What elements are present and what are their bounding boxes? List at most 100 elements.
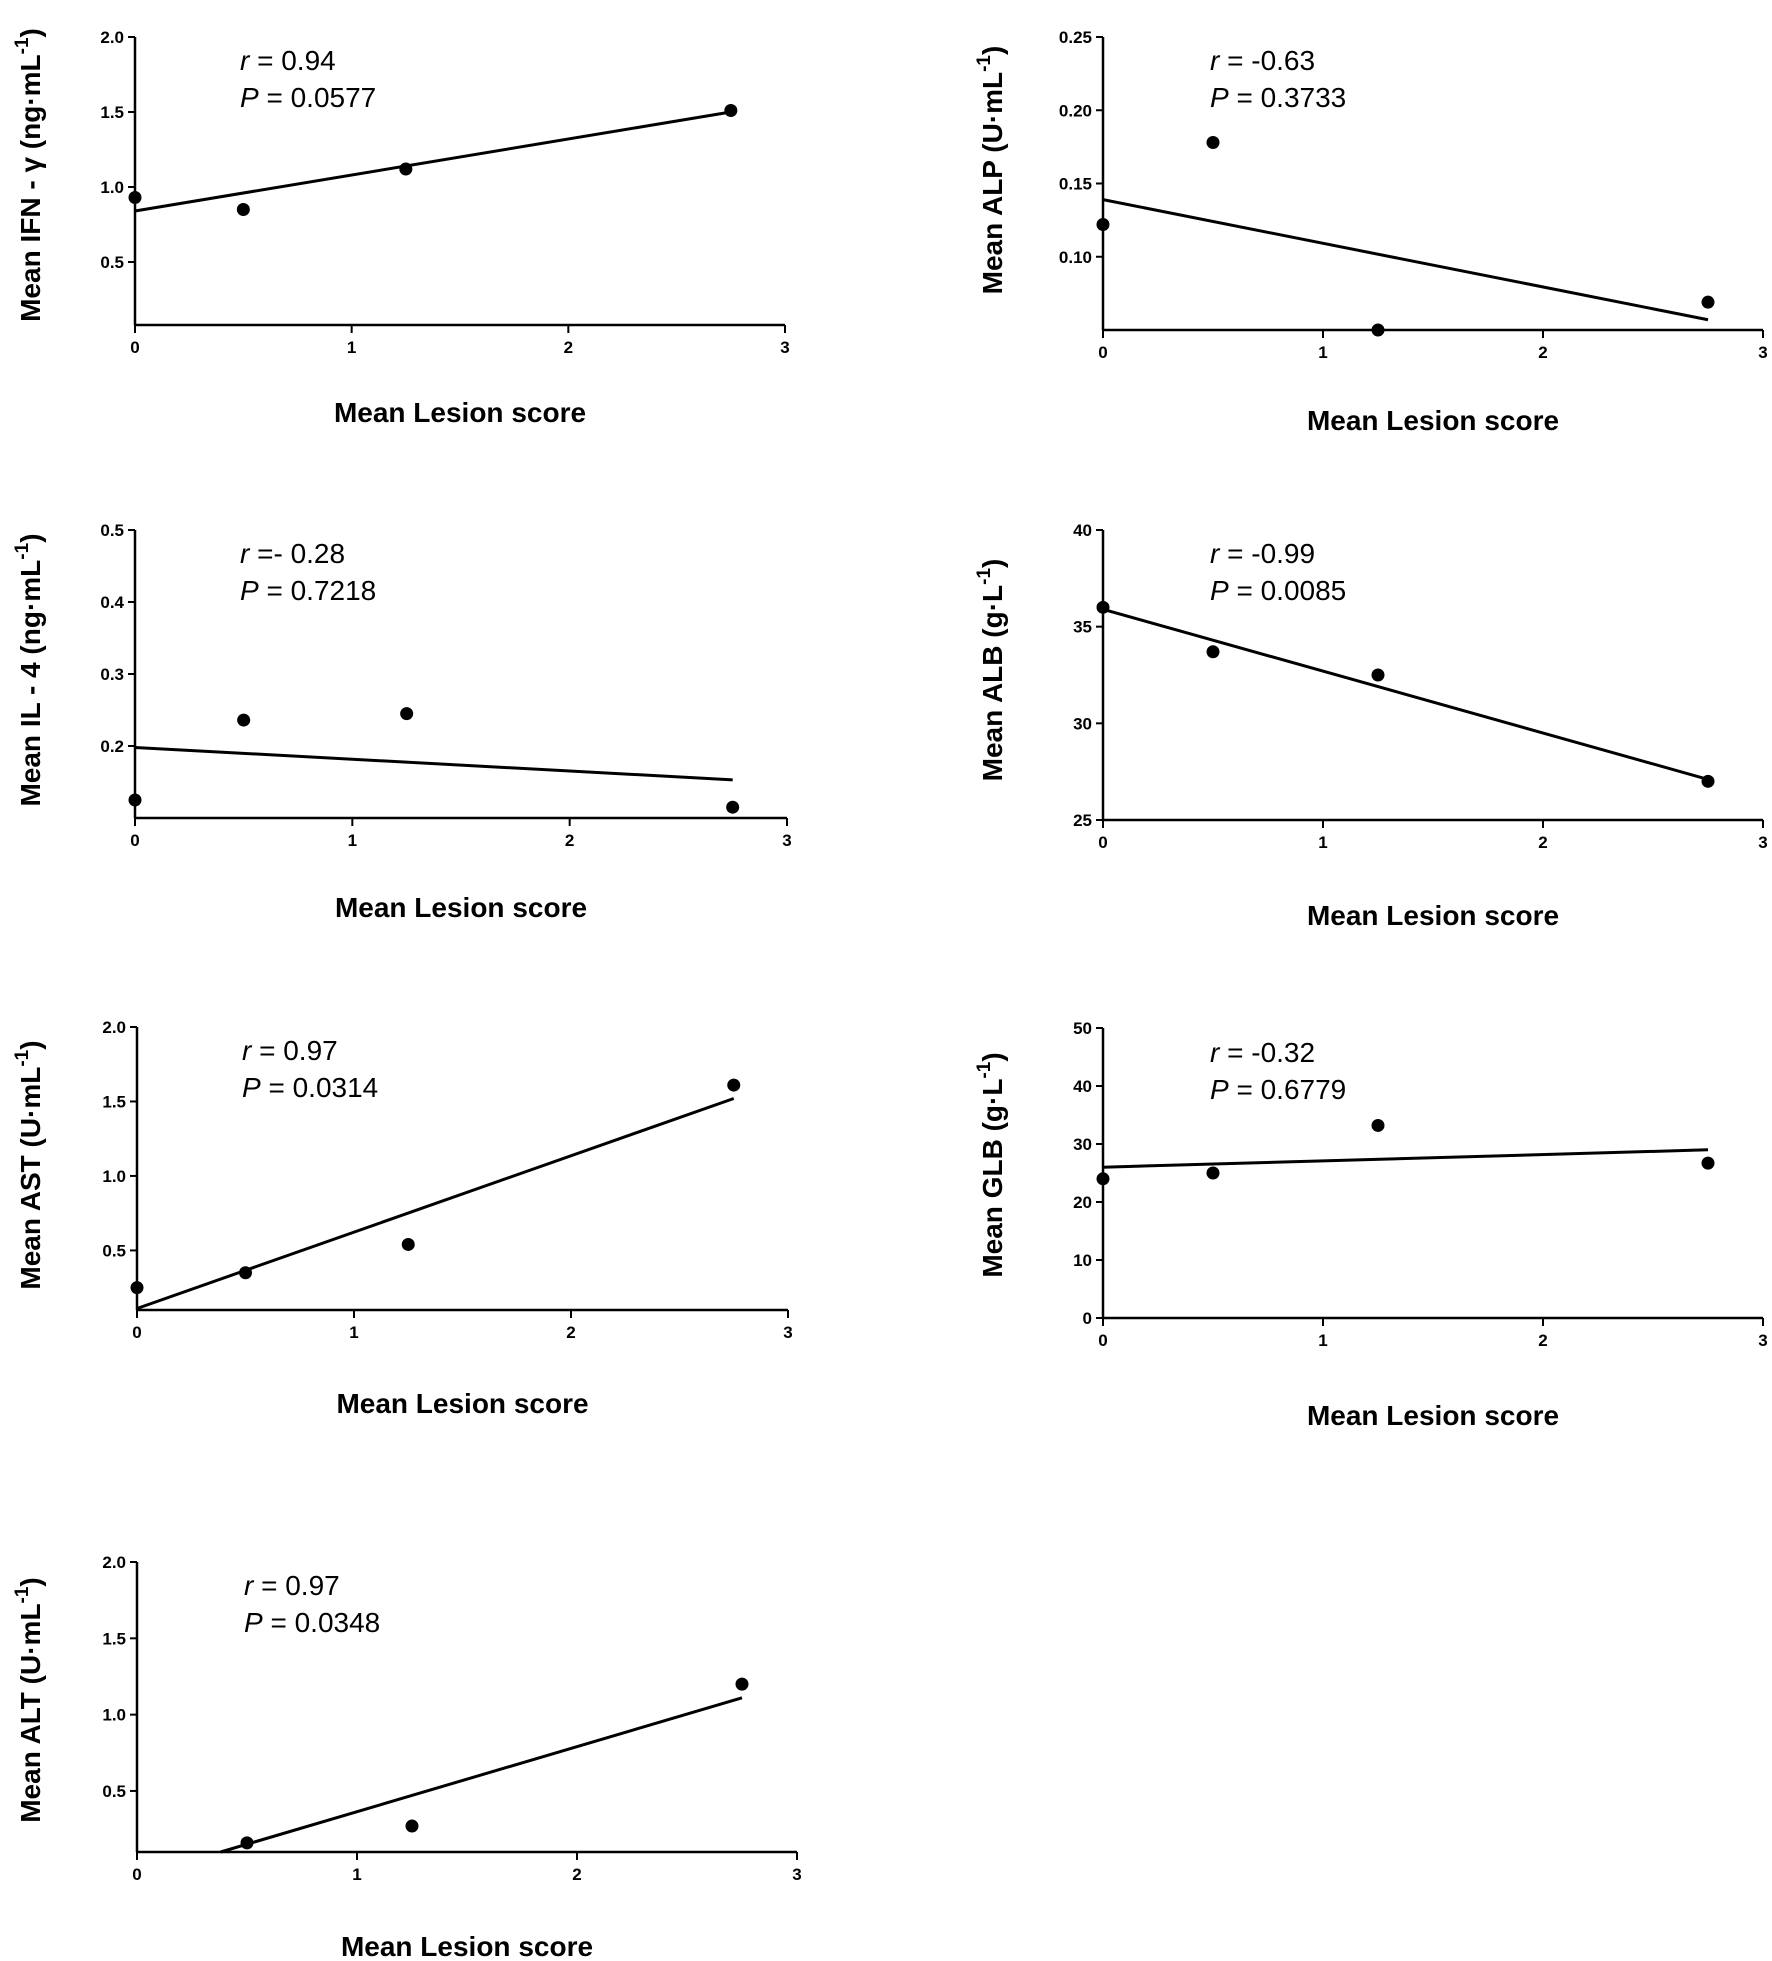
y-tick-label: 2.0 xyxy=(102,1018,126,1037)
stat-p-symbol: P xyxy=(240,575,259,606)
y-tick-label: 0.5 xyxy=(102,1782,126,1801)
x-tick-label: 0 xyxy=(1098,833,1107,852)
y-axis-title-superscript: -1 xyxy=(974,55,995,72)
data-point xyxy=(1206,1166,1220,1180)
y-tick-label: 0.10 xyxy=(1059,248,1092,267)
stat-p-value: = 0.7218 xyxy=(259,575,377,606)
y-tick-label: 35 xyxy=(1073,618,1092,637)
chart-ifn: 0.5 1.0 1.5 2.0 0 1 2 3 Mean Lesion score Mean IF… xyxy=(12,28,790,428)
y-tick-label: 40 xyxy=(1073,1077,1092,1096)
regression-line xyxy=(1102,198,1709,322)
y-tick-label: 0.5 xyxy=(102,1241,126,1260)
y-axis-title: Mean ALB (g·L-1) xyxy=(974,559,1008,782)
y-axis-title-superscript: -1 xyxy=(12,1586,33,1603)
y-tick-label: 1.5 xyxy=(102,1629,126,1648)
data-point xyxy=(239,1266,252,1280)
data-point xyxy=(1371,1118,1385,1132)
y-axis-title-main: Mean ALB (g·L xyxy=(977,585,1008,782)
x-tick-label: 3 xyxy=(1758,1331,1767,1350)
y-axis-title-superscript: -1 xyxy=(12,37,33,54)
stat-p: P = 0.0314 xyxy=(242,1072,378,1103)
stat-r: r = -0.63 xyxy=(1210,45,1315,76)
y-axis-title-close: ) xyxy=(15,28,46,37)
x-tick-label: 0 xyxy=(132,1323,141,1342)
y-axis-title: Mean ALT (U·mL-1) xyxy=(12,1577,46,1823)
x-tick-label: 1 xyxy=(1318,1331,1327,1350)
x-axis-title: Mean Lesion score xyxy=(1307,900,1559,931)
chart-il4: 0.2 0.3 0.4 0.5 0 1 2 3 Mean Lesion score Mean IL… xyxy=(12,521,792,923)
x-tick-label: 1 xyxy=(1318,343,1327,362)
y-tick-label: 50 xyxy=(1073,1019,1092,1038)
x-axis-title: Mean Lesion score xyxy=(1307,405,1559,436)
x-tick-label: 0 xyxy=(130,831,139,850)
regression-line xyxy=(220,1696,743,1854)
y-tick-label: 30 xyxy=(1073,1135,1092,1154)
stat-r: r = -0.99 xyxy=(1210,538,1315,569)
y-axis-title: Mean AST (U·mL-1) xyxy=(12,1040,46,1289)
y-axis-title-close: ) xyxy=(15,1040,46,1049)
y-axis-title-close: ) xyxy=(15,533,46,542)
y-tick-label: 40 xyxy=(1073,521,1092,540)
x-axis-title: Mean Lesion score xyxy=(341,1931,593,1961)
stat-p: P = 0.0577 xyxy=(240,82,376,113)
stat-r: r = 0.97 xyxy=(244,1570,340,1601)
chart-ast: 0.5 1.0 1.5 2.0 0 1 2 3 Mean Lesion score Mean AS… xyxy=(12,1018,793,1419)
regression-line xyxy=(134,745,733,782)
stat-r: r = -0.32 xyxy=(1210,1037,1315,1068)
y-tick-label: 25 xyxy=(1073,811,1092,830)
regression-line xyxy=(136,1097,735,1310)
stat-r-value: =- 0.28 xyxy=(249,538,345,569)
stat-p-value: = 0.0577 xyxy=(259,82,377,113)
x-tick-label: 0 xyxy=(132,1865,141,1884)
y-axis-title-superscript: -1 xyxy=(974,568,995,585)
data-point xyxy=(1371,323,1385,337)
stat-r-value: = -0.63 xyxy=(1219,45,1315,76)
x-axis-title: Mean Lesion score xyxy=(335,892,587,923)
y-axis-title-superscript: -1 xyxy=(12,542,33,559)
y-tick-label: 1.0 xyxy=(102,1167,126,1186)
y-tick-label: 0.2 xyxy=(100,737,124,756)
x-tick-label: 3 xyxy=(1758,833,1767,852)
data-point xyxy=(128,793,142,807)
y-tick-label: 2.0 xyxy=(100,28,124,47)
y-tick-label: 0.3 xyxy=(100,665,124,684)
data-point xyxy=(727,1078,741,1092)
stat-p-symbol: P xyxy=(242,1072,261,1103)
data-point xyxy=(726,800,740,814)
y-axis-title-main: Mean IL - 4 (ng·mL xyxy=(15,560,46,807)
y-axis-title: Mean IFN - γ (ng·mL-1) xyxy=(12,28,46,322)
stat-r-value: = 0.97 xyxy=(251,1035,337,1066)
data-point xyxy=(401,1237,415,1251)
stat-p-value: = 0.3733 xyxy=(1229,82,1347,113)
stat-r: r = 0.97 xyxy=(242,1035,338,1066)
x-tick-label: 3 xyxy=(792,1865,801,1884)
y-tick-label: 0 xyxy=(1083,1309,1092,1328)
y-axis-title-main: Mean AST (U·mL xyxy=(15,1067,46,1290)
x-tick-label: 1 xyxy=(348,831,357,850)
y-tick-label: 0.5 xyxy=(100,521,124,540)
x-tick-label: 3 xyxy=(783,1323,792,1342)
x-tick-label: 3 xyxy=(780,338,789,357)
chart-alp: 0.10 0.15 0.20 0.25 0 1 2 3 Mean Lesion score Mea… xyxy=(974,28,1768,436)
x-tick-label: 1 xyxy=(347,338,356,357)
regression-line xyxy=(134,110,732,213)
y-axis-title-main: Mean ALP (U·mL xyxy=(977,72,1008,294)
x-axis-title: Mean Lesion score xyxy=(334,397,586,428)
x-tick-label: 0 xyxy=(1098,343,1107,362)
stat-r-symbol: r xyxy=(242,1035,253,1066)
stat-r-symbol: r xyxy=(1210,1037,1221,1068)
data-point xyxy=(1096,218,1110,232)
stat-r-symbol: r xyxy=(1210,538,1221,569)
stat-r-symbol: r xyxy=(1210,45,1221,76)
regression-line xyxy=(1102,607,1709,781)
data-point xyxy=(130,1281,144,1295)
x-tick-label: 3 xyxy=(1758,343,1767,362)
y-axis-title: Mean IL - 4 (ng·mL-1) xyxy=(12,533,46,806)
stat-r-value: = 0.94 xyxy=(249,45,335,76)
stat-p-symbol: P xyxy=(240,82,259,113)
stat-p: P = 0.6779 xyxy=(1210,1074,1346,1105)
stat-p: P = 0.3733 xyxy=(1210,82,1346,113)
y-axis-title-main: Mean ALT (U·mL xyxy=(15,1603,46,1822)
x-tick-label: 2 xyxy=(1538,1331,1547,1350)
